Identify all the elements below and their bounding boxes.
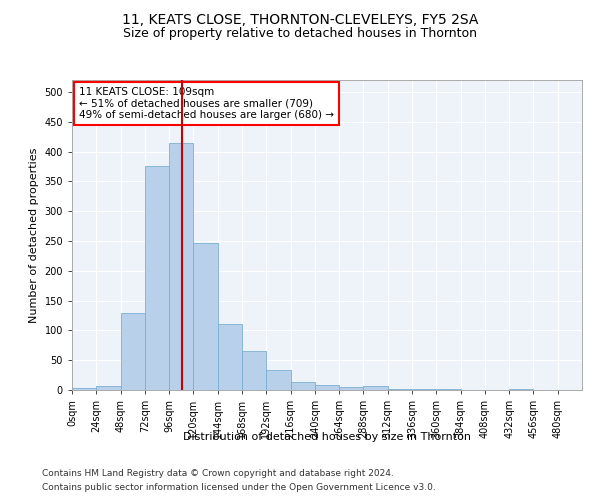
Bar: [364, 386, 388, 390]
Text: Distribution of detached houses by size in Thornton: Distribution of detached houses by size …: [183, 432, 471, 442]
Bar: [169, 142, 193, 390]
Y-axis label: Number of detached properties: Number of detached properties: [29, 148, 39, 322]
Text: 11, KEATS CLOSE, THORNTON-CLEVELEYS, FY5 2SA: 11, KEATS CLOSE, THORNTON-CLEVELEYS, FY5…: [122, 12, 478, 26]
Bar: [121, 312, 145, 390]
Text: Contains HM Land Registry data © Crown copyright and database right 2024.: Contains HM Land Registry data © Crown c…: [42, 468, 394, 477]
Bar: [218, 324, 242, 390]
Bar: [193, 244, 218, 390]
Text: 11 KEATS CLOSE: 109sqm
← 51% of detached houses are smaller (709)
49% of semi-de: 11 KEATS CLOSE: 109sqm ← 51% of detached…: [79, 87, 334, 120]
Bar: [266, 370, 290, 390]
Bar: [145, 166, 169, 390]
Bar: [72, 388, 96, 390]
Text: Size of property relative to detached houses in Thornton: Size of property relative to detached ho…: [123, 28, 477, 40]
Bar: [96, 386, 121, 390]
Bar: [315, 385, 339, 390]
Bar: [339, 387, 364, 390]
Bar: [242, 351, 266, 390]
Bar: [290, 382, 315, 390]
Text: Contains public sector information licensed under the Open Government Licence v3: Contains public sector information licen…: [42, 484, 436, 492]
